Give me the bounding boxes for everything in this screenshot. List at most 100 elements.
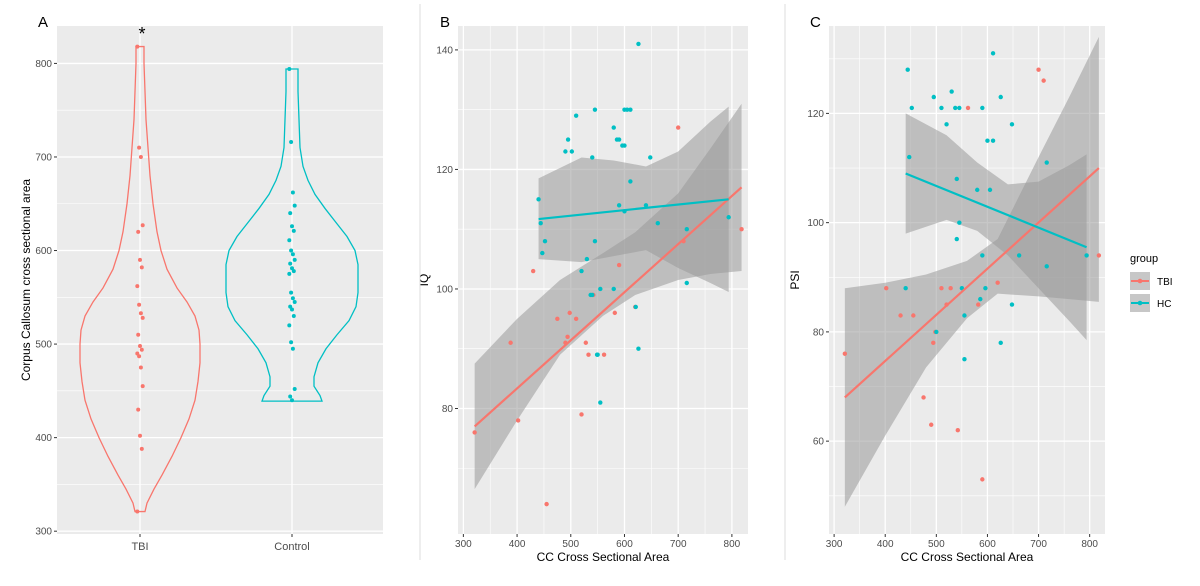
data-point-tbi — [472, 430, 477, 435]
data-point-hc — [1044, 264, 1049, 269]
data-point-hc — [622, 143, 627, 148]
data-point-hc — [628, 107, 633, 112]
data-point-tbi — [555, 316, 560, 322]
panel-letter-c: C — [810, 14, 821, 31]
data-point-hc — [939, 105, 944, 111]
data-point-control — [290, 346, 295, 351]
data-point-tbi — [586, 352, 591, 357]
data-point-tbi — [911, 313, 916, 318]
legend-label-tbi: TBI — [1157, 277, 1173, 288]
data-point-tbi — [139, 347, 144, 352]
data-point-hc — [540, 250, 545, 256]
data-point-hc — [957, 105, 962, 111]
panel-background-a — [57, 26, 383, 534]
violin-control — [225, 68, 359, 402]
data-point-tbi — [583, 340, 589, 345]
x-tick-label: 300 — [826, 539, 843, 550]
data-point-control — [287, 323, 292, 328]
data-point-tbi — [138, 365, 143, 370]
x-tick-label: 500 — [562, 539, 579, 550]
data-point-hc — [985, 138, 990, 143]
x-tick-label: 300 — [455, 539, 472, 550]
data-point-tbi — [612, 310, 618, 316]
data-point-hc — [643, 203, 649, 208]
data-point-hc — [536, 197, 541, 202]
data-point-control — [289, 290, 294, 295]
data-point-hc — [1009, 302, 1015, 307]
data-point-hc — [931, 94, 936, 100]
data-point-tbi — [980, 477, 985, 482]
data-point-control — [289, 340, 294, 345]
x-axis-label: CC Cross Sectional Area — [901, 550, 1034, 564]
data-point-tbi — [137, 302, 142, 307]
data-point-hc — [990, 138, 996, 143]
data-point-tbi — [139, 446, 144, 451]
fit-line-hc — [905, 172, 1088, 249]
data-point-hc — [978, 296, 983, 302]
data-point-hc — [975, 187, 980, 193]
data-point-tbi — [955, 428, 960, 433]
y-tick-label: 800 — [35, 59, 52, 70]
data-point-hc — [579, 268, 584, 274]
x-category-label: TBI — [131, 541, 148, 553]
x-tick-label: 800 — [1081, 539, 1098, 550]
data-point-control — [292, 203, 297, 208]
x-tick-label: 700 — [670, 539, 687, 550]
data-point-control — [288, 394, 293, 399]
data-point-control — [290, 398, 294, 403]
data-point-hc — [944, 122, 949, 127]
data-point-control — [288, 211, 293, 216]
y-axis-label: PSI — [788, 270, 802, 289]
data-point-control — [290, 307, 294, 312]
data-point-control — [292, 257, 297, 262]
data-point-hc — [590, 292, 595, 298]
data-point-hc — [684, 280, 689, 286]
data-point-hc — [949, 89, 954, 94]
data-point-hc — [987, 187, 993, 193]
legend-key-point — [1137, 300, 1143, 306]
data-point-hc — [611, 286, 616, 292]
fit-line-tbi — [844, 167, 1100, 399]
x-tick-label: 500 — [928, 539, 945, 550]
significance-asterisk: * — [138, 24, 145, 44]
legend-title: group — [1130, 253, 1158, 265]
data-point-tbi — [139, 265, 144, 270]
data-point-tbi — [1096, 253, 1102, 258]
data-point-tbi — [921, 395, 926, 400]
data-point-hc — [962, 313, 967, 318]
confidence-band-hc — [538, 106, 729, 292]
data-point-tbi — [138, 154, 143, 159]
data-point-tbi — [739, 227, 744, 232]
data-point-hc — [542, 238, 548, 244]
data-point-control — [292, 299, 297, 304]
y-tick-label: 500 — [35, 340, 52, 351]
data-point-hc — [655, 221, 660, 226]
data-point-hc — [538, 221, 543, 226]
data-point-hc — [595, 352, 600, 357]
y-tick-label: 100 — [807, 218, 824, 229]
data-point-hc — [616, 203, 622, 208]
data-point-control — [289, 248, 294, 253]
data-point-hc — [569, 149, 575, 154]
data-point-hc — [1009, 122, 1015, 127]
data-point-tbi — [530, 268, 536, 274]
data-point-tbi — [948, 285, 953, 291]
data-point-tbi — [976, 302, 981, 307]
data-point-tbi — [675, 125, 681, 130]
data-point-hc — [998, 340, 1003, 346]
data-point-tbi — [929, 422, 934, 427]
data-point-hc — [598, 286, 603, 292]
data-point-hc — [909, 105, 914, 111]
data-point-hc — [573, 113, 579, 118]
data-point-tbi — [995, 280, 1000, 285]
data-point-tbi — [565, 334, 570, 339]
data-point-control — [287, 271, 292, 276]
data-point-control — [290, 190, 295, 195]
data-point-tbi — [573, 316, 579, 322]
data-point-hc — [636, 41, 641, 47]
data-point-tbi — [939, 285, 944, 291]
data-point-hc — [954, 236, 959, 242]
data-point-hc — [903, 285, 908, 291]
data-point-tbi — [544, 501, 549, 507]
